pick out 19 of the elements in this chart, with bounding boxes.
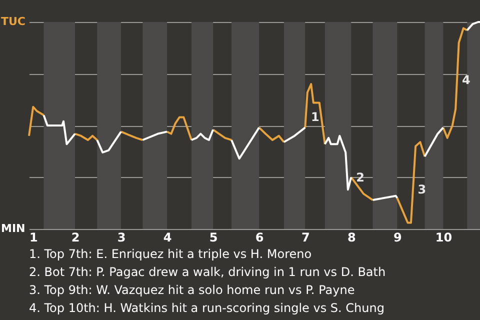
- x-tick-label: 4: [163, 230, 172, 244]
- x-tick-label: 5: [209, 230, 218, 244]
- x-tick-label: 1: [30, 230, 38, 244]
- x-tick-label: 6: [255, 230, 264, 244]
- annotation: 4: [462, 72, 470, 87]
- x-tick-label: 8: [347, 230, 356, 244]
- text: TUC: [1, 15, 26, 28]
- text: 3. Top 9th: W. Vazquez hit a solo home run vs P. Payne: [29, 283, 355, 297]
- x-tick-label: 3: [117, 230, 126, 244]
- text: MIN: [1, 222, 26, 235]
- annotation: 1: [311, 110, 320, 124]
- x-tick-label: 7: [301, 230, 310, 244]
- x-tick-label: 9: [393, 230, 402, 244]
- text: 4. Top 10th: H. Watkins hit a run-scoring single vs S. Chung: [29, 301, 384, 315]
- x-tick-label: 10: [435, 230, 452, 244]
- text: 2. Bot 7th: P. Pagac drew a walk, driving in 1 run vs D. Bath: [29, 265, 386, 279]
- x-tick-label: 2: [71, 230, 80, 244]
- text: 1. Top 7th: E. Enriquez hit a triple vs H. Moreno: [29, 247, 312, 261]
- annotation: 3: [418, 182, 426, 197]
